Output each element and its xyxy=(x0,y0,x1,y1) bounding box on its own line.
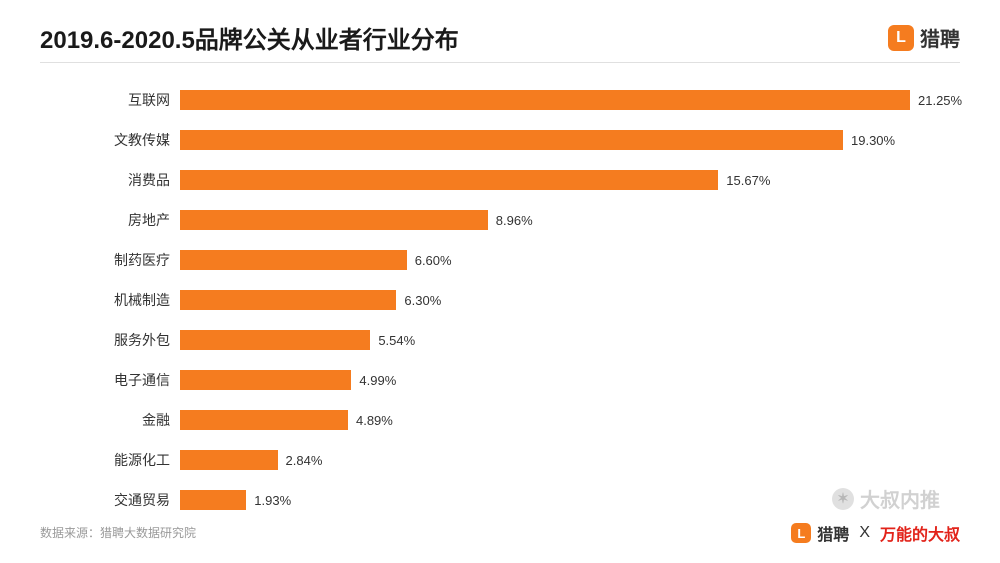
bar-wrap: 4.99% xyxy=(180,370,920,390)
watermark-text: 大叔内推 xyxy=(860,484,940,513)
category-label: 金融 xyxy=(100,410,180,430)
bar-wrap: 19.30% xyxy=(180,130,920,150)
value-label: 6.30% xyxy=(404,293,441,308)
bar-wrap: 15.67% xyxy=(180,170,920,190)
data-source: 数据来源：猎聘大数据研究院 xyxy=(40,524,196,541)
bar-wrap: 8.96% xyxy=(180,210,920,230)
category-label: 文教传媒 xyxy=(100,130,180,150)
bar-wrap: 6.30% xyxy=(180,290,920,310)
value-label: 4.99% xyxy=(359,373,396,388)
category-label: 服务外包 xyxy=(100,330,180,350)
bar xyxy=(180,370,351,390)
bar-wrap: 1.93% xyxy=(180,490,920,510)
bar xyxy=(180,170,718,190)
footer-logo-icon: L xyxy=(791,523,811,543)
bar xyxy=(180,210,488,230)
category-label: 交通贸易 xyxy=(100,490,180,510)
chart-row: 消费品 15.67% xyxy=(100,160,920,200)
value-label: 5.54% xyxy=(378,333,415,348)
footer-separator: X xyxy=(859,524,870,542)
category-label: 制药医疗 xyxy=(100,250,180,270)
chart-row: 制药医疗 6.60% xyxy=(100,240,920,280)
bar xyxy=(180,90,910,110)
bar xyxy=(180,450,278,470)
category-label: 机械制造 xyxy=(100,290,180,310)
bar xyxy=(180,250,407,270)
bar-wrap: 21.25% xyxy=(180,90,962,110)
bar xyxy=(180,490,246,510)
bar xyxy=(180,130,843,150)
bar-wrap: 6.60% xyxy=(180,250,920,270)
footer-liepin: 猎聘 xyxy=(817,521,849,545)
bar-wrap: 5.54% xyxy=(180,330,920,350)
chart-row: 互联网21.25% xyxy=(100,80,920,120)
page-title: 2019.6-2020.5品牌公关从业者行业分布 xyxy=(40,20,459,55)
chart-row: 金融 4.89% xyxy=(100,400,920,440)
chart-row: 电子通信 4.99% xyxy=(100,360,920,400)
bar-wrap: 2.84% xyxy=(180,450,920,470)
category-label: 消费品 xyxy=(100,170,180,190)
value-label: 1.93% xyxy=(254,493,291,508)
value-label: 15.67% xyxy=(726,173,770,188)
chart-row: 交通贸易 1.93% xyxy=(100,480,920,520)
bar-wrap: 4.89% xyxy=(180,410,920,430)
header-divider xyxy=(40,62,960,63)
chart-row: 机械制造 6.30% xyxy=(100,280,920,320)
value-label: 8.96% xyxy=(496,213,533,228)
brand-logo-text: 猎聘 xyxy=(920,23,960,52)
bar xyxy=(180,290,396,310)
category-label: 房地产 xyxy=(100,210,180,230)
bar xyxy=(180,330,370,350)
value-label: 4.89% xyxy=(356,413,393,428)
chart-row: 服务外包 5.54% xyxy=(100,320,920,360)
value-label: 21.25% xyxy=(918,93,962,108)
category-label: 电子通信 xyxy=(100,370,180,390)
chart-row: 能源化工 2.84% xyxy=(100,440,920,480)
chart-row: 房地产 8.96% xyxy=(100,200,920,240)
value-label: 2.84% xyxy=(286,453,323,468)
brand-logo: L 猎聘 xyxy=(888,23,960,52)
brand-logo-icon: L xyxy=(888,25,914,51)
value-label: 6.60% xyxy=(415,253,452,268)
bar xyxy=(180,410,348,430)
category-label: 互联网 xyxy=(100,90,180,110)
category-label: 能源化工 xyxy=(100,450,180,470)
footer-wanneng: 万能的大叔 xyxy=(880,521,960,545)
value-label: 19.30% xyxy=(851,133,895,148)
industry-distribution-chart: 互联网21.25% 文教传媒 19.30% 消费品 15.67% 房地产 8.96% 制药医疗… xyxy=(100,80,920,520)
watermark: ✶ 大叔内推 xyxy=(832,484,940,513)
wechat-icon: ✶ xyxy=(832,488,854,510)
chart-row: 文教传媒 19.30% xyxy=(100,120,920,160)
footer-attribution: L 猎聘 X 万能的大叔 xyxy=(791,521,960,545)
